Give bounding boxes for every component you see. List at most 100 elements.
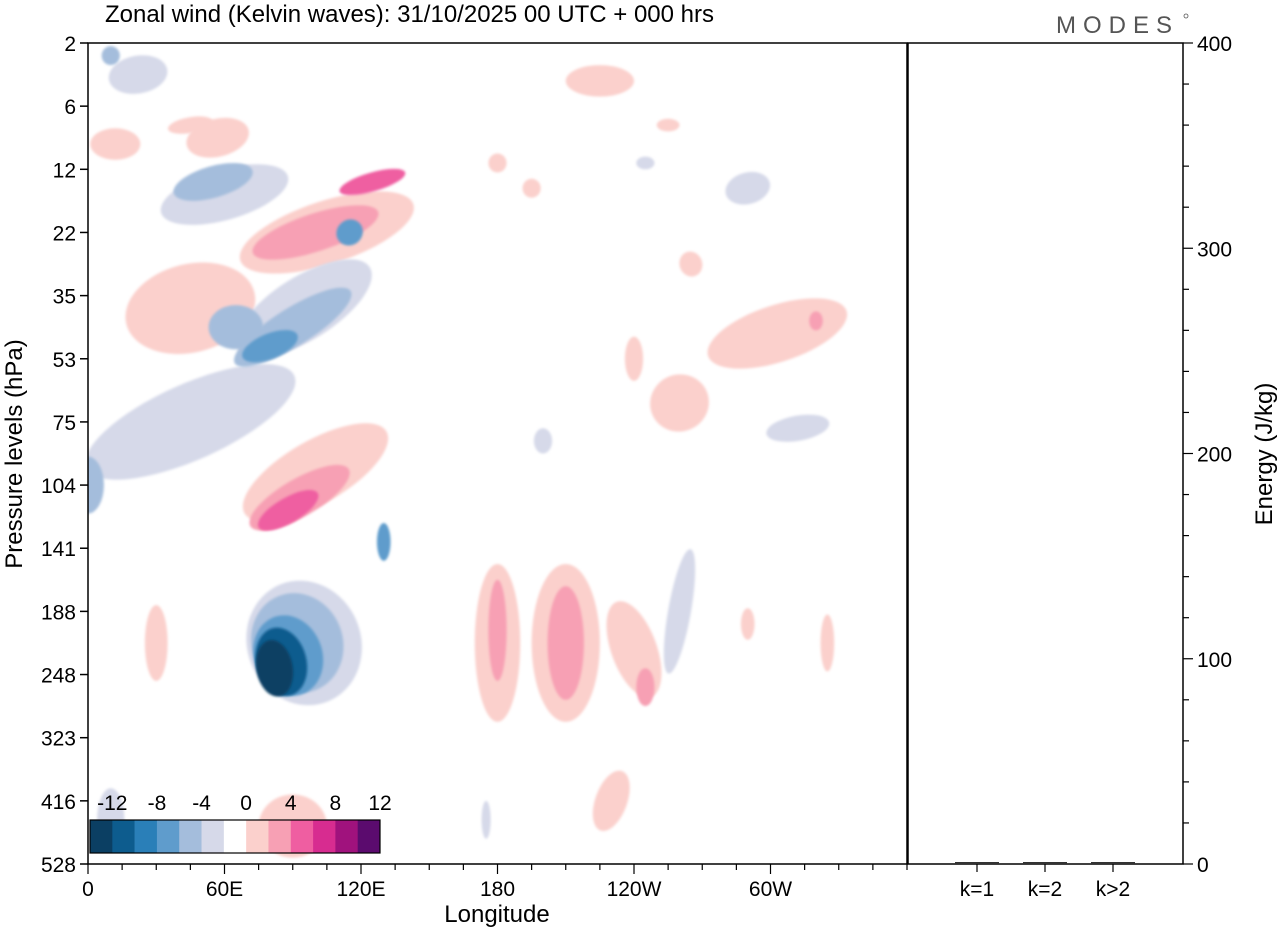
wind-anomaly-blob [679,251,703,277]
energy-tick-label: 300 [1197,238,1232,261]
energy-bar [1091,862,1135,864]
wind-anomaly-blob [565,65,634,97]
chart-title: Zonal wind (Kelvin waves): 31/10/2025 00… [105,1,714,28]
y-tick-label: 53 [53,349,76,372]
energy-axis-label: Energy (J/kg) [1251,383,1278,526]
wind-anomaly-blob [650,374,709,432]
colorbar-label: 8 [330,792,342,815]
wind-anomaly-blob [636,156,655,170]
colorbar-frame [89,819,381,854]
y-tick-label: 75 [53,412,76,435]
wind-anomaly-blob [167,116,213,134]
wind-anomaly-blob [88,364,296,480]
y-tick-label: 6 [64,96,76,119]
logo-mark-icon [1183,13,1189,19]
colorbar-swatch [246,820,269,853]
energy-panel: 0 100 200 300 400 k=1 k=2 k>2 [955,33,1232,901]
x-tick-label: 120E [336,878,385,901]
wind-anomaly-blob [656,118,680,132]
y-tick-label: 104 [41,475,76,498]
x-tick-label: 60W [749,878,792,901]
y-tick-label: 35 [53,286,76,309]
wind-anomaly-blob [488,153,507,173]
colorbar-swatch [179,820,202,853]
y-tick-label: 323 [41,728,76,751]
energy-tick-label: 100 [1197,649,1232,672]
colorbar-swatch [223,820,247,853]
logo-text: MODES [1056,12,1179,39]
y-tick-label: 528 [41,854,76,877]
colorbar-swatch [112,820,135,853]
wind-anomaly-blob [766,414,830,442]
x-axis-label: Longitude [444,901,549,928]
wind-anomaly-blob [533,428,553,454]
y-tick-label: 12 [53,159,76,182]
wind-anomaly-blob [252,205,379,260]
wind-anomaly-blob [522,178,541,198]
wind-anomaly-blob [101,46,120,66]
wind-field [88,46,848,858]
y-tick-label: 2 [64,33,76,56]
colorbar-label: 12 [368,792,391,815]
wind-anomaly-blob [242,330,298,363]
x-tick-label: 60E [206,878,243,901]
wind-anomaly-blob [547,586,584,700]
wind-anomaly-blob [339,168,406,196]
colorbar-swatch [313,820,336,853]
wind-anomaly-blob [208,305,264,350]
colorbar-swatch [201,820,225,853]
colorbar-label: -8 [148,792,167,815]
colorbar-label: -4 [192,792,211,815]
wind-anomaly-blob [336,219,363,246]
colorbar: -12 -8 -4 0 4 8 12 [89,792,392,854]
energy-tick-label: 0 [1197,854,1209,877]
x-tick-label: 0 [82,878,94,901]
wind-anomaly-blob [90,128,141,160]
wind-anomaly-blob [740,608,755,640]
wind-anomaly-blob [820,614,835,672]
y-tick-label: 188 [41,601,76,624]
energy-tick-label: 400 [1197,33,1232,56]
energy-cat-label: k>2 [1096,878,1130,901]
wind-anomaly-blob [257,490,319,531]
colorbar-swatch [156,820,180,853]
y-axis-label: Pressure levels (hPa) [1,339,28,568]
y-tick-label: 22 [53,222,76,245]
x-tick-label: 120W [607,878,662,901]
colorbar-swatch [268,820,292,853]
energy-bar [1023,862,1067,864]
wind-anomaly-blob [88,456,104,514]
colorbar-swatch [90,820,113,853]
wind-anomaly-blob [108,55,168,94]
energy-panel-frame [907,42,1184,865]
wind-anomaly-blob [173,163,253,201]
y-tick-label: 416 [41,791,76,814]
wind-anomaly-blob [636,668,655,707]
wind-anomaly-blob [144,605,168,681]
wind-anomaly-blob [663,549,696,674]
wind-anomaly-blob [376,522,391,561]
energy-cat-label: k=2 [1028,878,1062,901]
wind-anomaly-blob [592,770,630,832]
wind-anomaly-blob [624,336,644,381]
energy-tick-label: 200 [1197,444,1232,467]
colorbar-swatch [357,820,381,853]
y-tick-label: 248 [41,665,76,688]
energy-cat-label: k=1 [960,878,994,901]
energy-bar [955,862,999,864]
y-axis: 2 6 12 22 35 53 75 104 141 188 248 323 416 528 [41,33,88,877]
wind-anomaly-blob [809,311,823,331]
x-axis: 0 60E 120E 180 120W 60W [82,864,908,901]
y-tick-label: 141 [41,538,76,561]
colorbar-label: 4 [285,792,297,815]
x-tick-label: 180 [480,878,515,901]
wind-anomaly-blob [481,800,491,839]
colorbar-label: 0 [240,792,252,815]
wind-anomaly-blob [488,579,507,681]
wind-anomaly-blob [255,640,294,697]
colorbar-label: -12 [97,792,127,815]
wind-anomaly-blob [725,171,771,205]
colorbar-swatch [134,820,158,853]
colorbar-swatch [290,820,314,853]
